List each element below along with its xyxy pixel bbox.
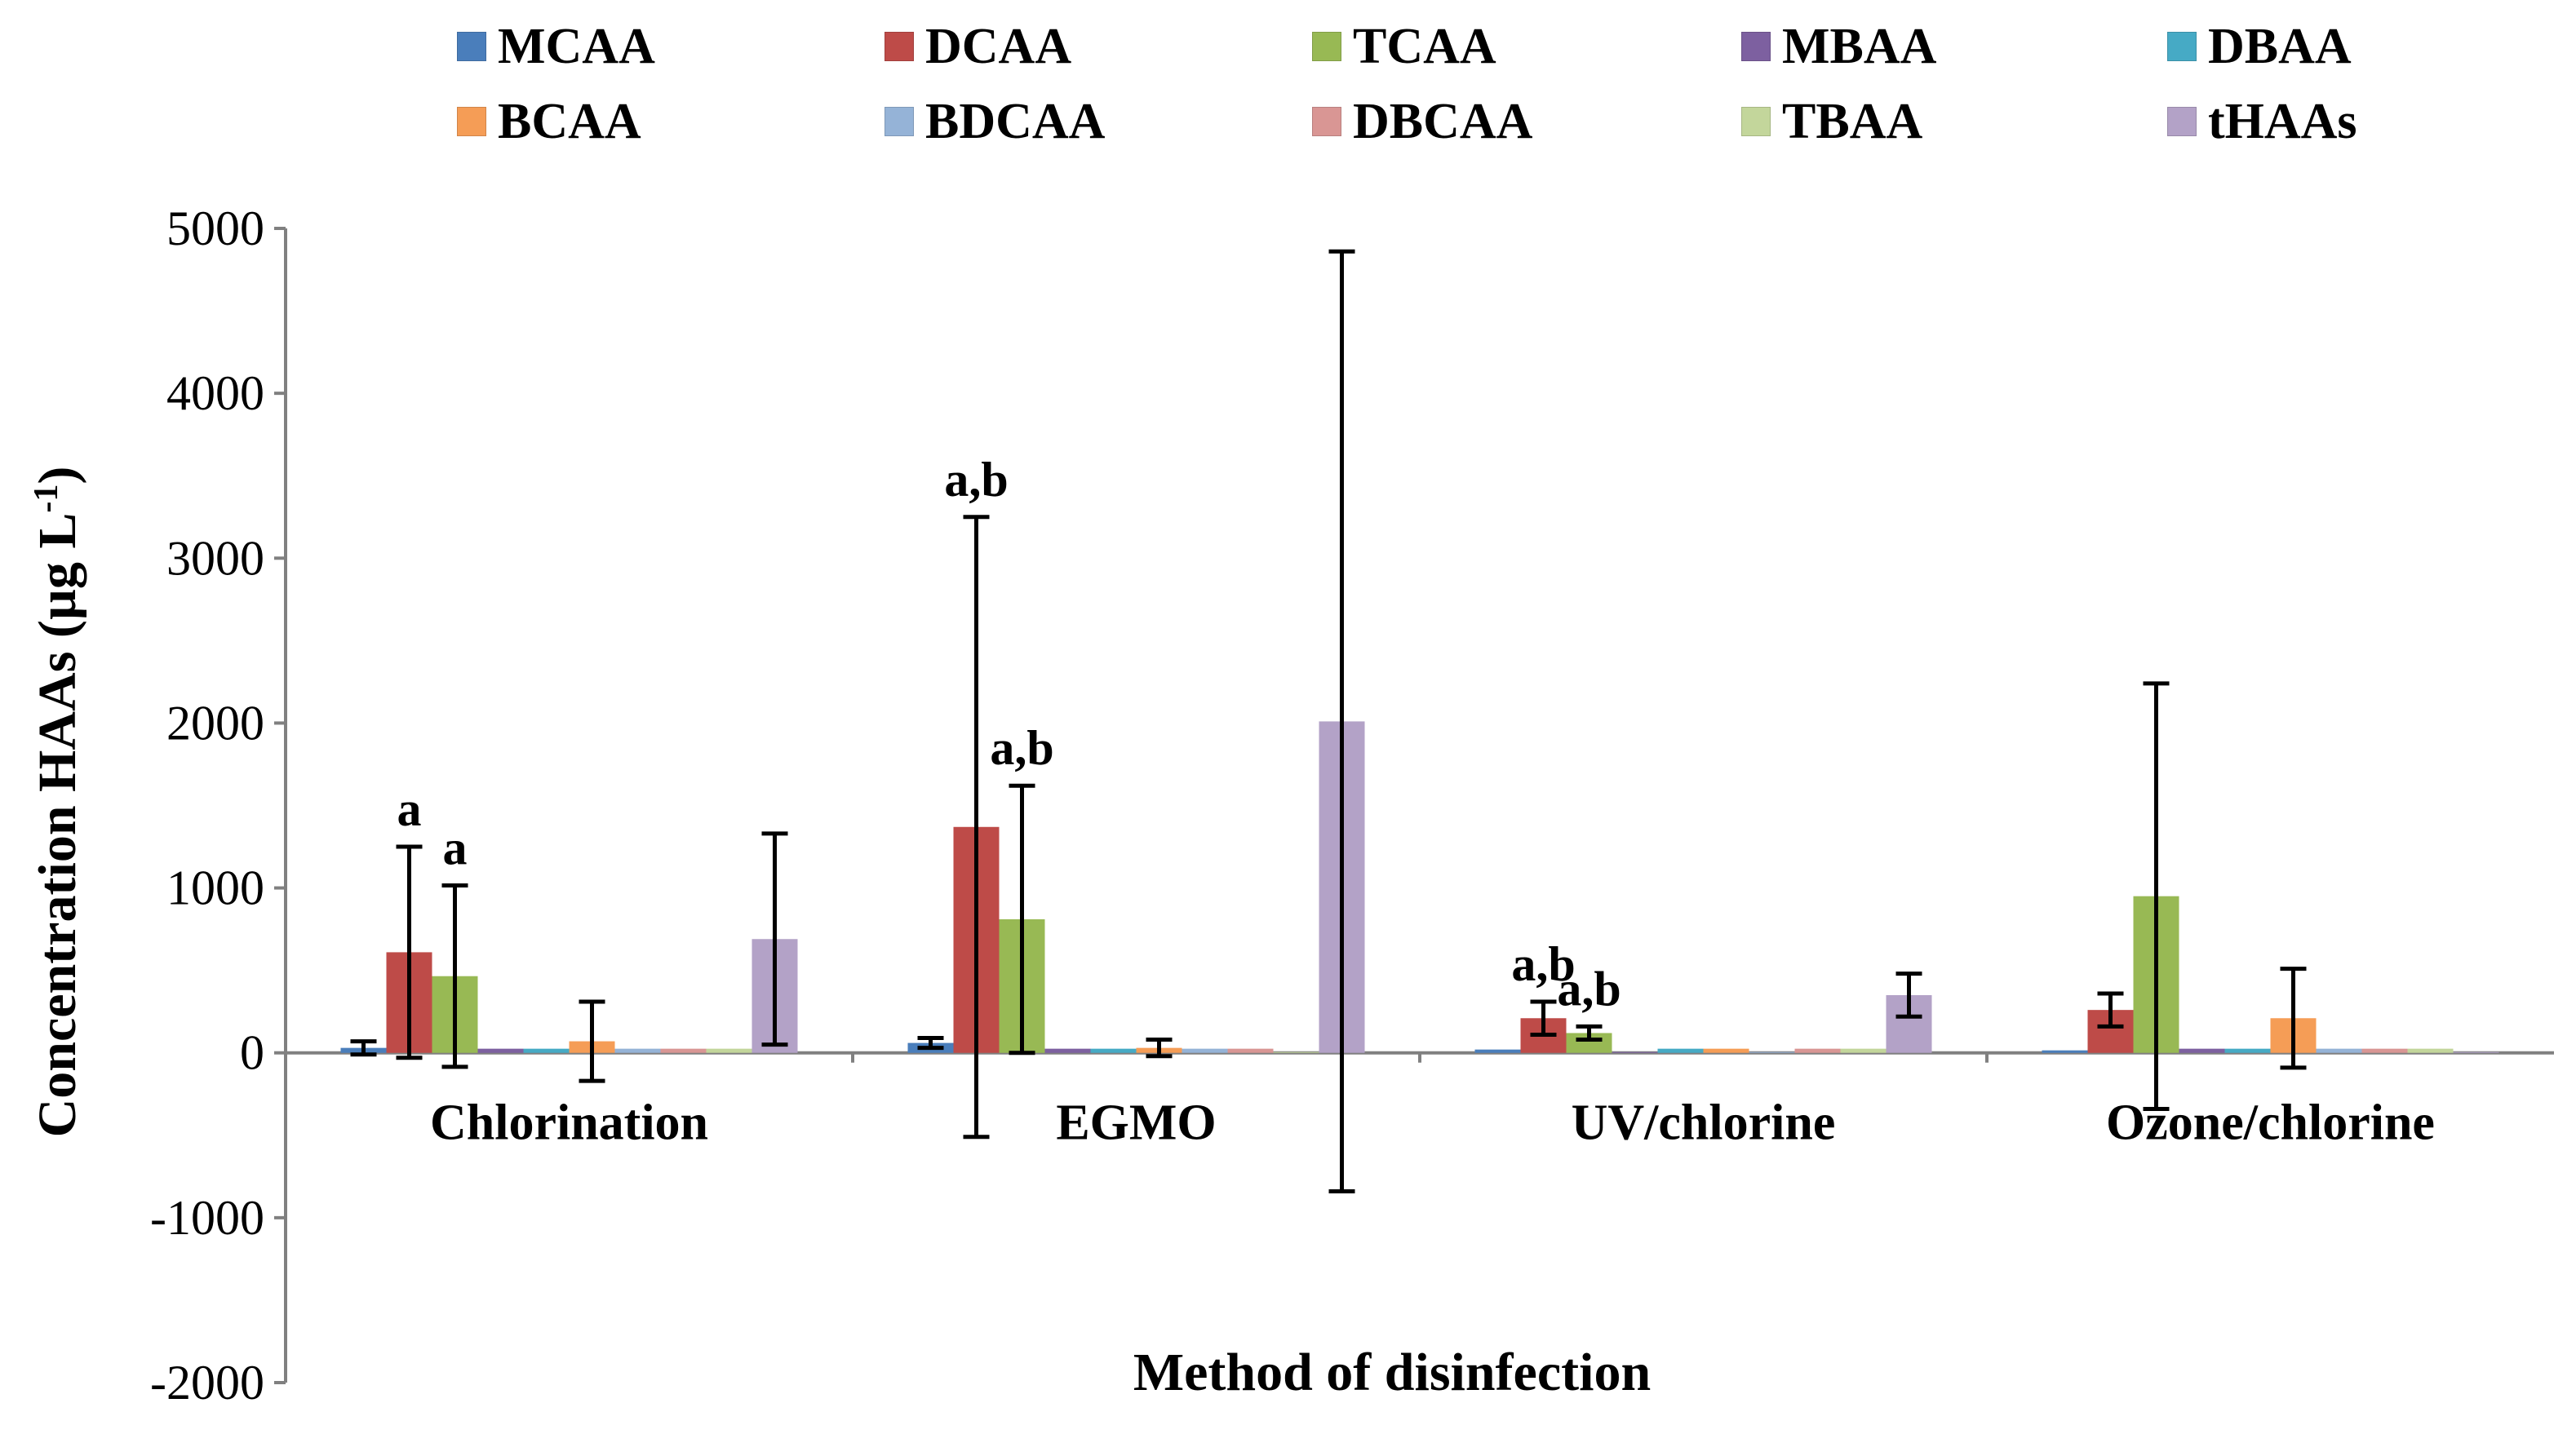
- legend-swatch: [1741, 107, 1771, 136]
- bar: [1044, 1048, 1091, 1053]
- error-bar: [2280, 967, 2307, 1070]
- legend-item: BDCAA: [885, 93, 1105, 150]
- chart-legend: MCAA DCAA TCAA MBAA DBAA BCAA BDCAA DBCAA TBAA tH…: [0, 0, 2576, 163]
- error-bar: [1576, 1024, 1603, 1042]
- y-tick-label: -1000: [150, 1191, 264, 1245]
- significance-annotation: a,b: [990, 721, 1053, 775]
- y-tick-label: 5000: [166, 201, 264, 255]
- y-tick-label: 0: [240, 1026, 264, 1080]
- bar: [2179, 1048, 2225, 1053]
- legend-label: BDCAA: [925, 93, 1106, 149]
- legend-swatch: [457, 32, 486, 61]
- error-bar: [1009, 783, 1035, 1056]
- error-bar: [441, 883, 468, 1069]
- bar: [523, 1048, 570, 1053]
- legend-label: MBAA: [1782, 18, 1937, 74]
- legend-label: DBCAA: [1353, 93, 1533, 149]
- error-bar: [917, 1036, 944, 1051]
- error-bar: [1146, 1038, 1173, 1059]
- legend-label: DBAA: [2208, 18, 2352, 74]
- bar: [2316, 1048, 2362, 1053]
- chart-annotations: aaa,ba,ba,ba,b: [397, 453, 1621, 1016]
- bar: [1474, 1049, 1521, 1053]
- error-bar: [1328, 249, 1355, 1194]
- bar: [1840, 1048, 1887, 1053]
- significance-annotation: a: [443, 821, 468, 875]
- legend-swatch: [457, 107, 486, 136]
- legend-item: MBAA: [1741, 18, 1936, 75]
- error-bar: [2097, 991, 2124, 1029]
- bar: [2361, 1048, 2408, 1053]
- legend-item: TBAA: [1741, 93, 1922, 150]
- bar: [706, 1048, 752, 1053]
- y-tick-label: 3000: [166, 531, 264, 585]
- legend-swatch: [2167, 107, 2197, 136]
- bar: [477, 1048, 524, 1053]
- error-bar: [396, 844, 423, 1060]
- bar: [1703, 1048, 1749, 1053]
- legend-item: tHAAs: [2167, 93, 2357, 150]
- bar: [1794, 1048, 1841, 1053]
- bar: [1273, 1051, 1319, 1053]
- x-tick-label: UV/chlorine: [1572, 1095, 1836, 1151]
- bar: [2453, 1051, 2499, 1053]
- legend-swatch: [1312, 107, 1341, 136]
- chart-bars: [340, 721, 2499, 1053]
- y-tick-label: 4000: [166, 366, 264, 420]
- y-axis-label: Concentration HAAs (µg L-1): [28, 467, 87, 1138]
- bar: [1090, 1048, 1137, 1053]
- legend-label: tHAAs: [2208, 93, 2357, 149]
- legend-label: TCAA: [1353, 18, 1496, 74]
- bar: [2407, 1048, 2454, 1053]
- bar: [1657, 1048, 1704, 1053]
- x-tick-label: EGMO: [1056, 1095, 1216, 1151]
- significance-annotation: a,b: [1511, 937, 1575, 991]
- x-tick-label: Chlorination: [430, 1095, 708, 1151]
- y-tick-label: 2000: [166, 696, 264, 750]
- y-axis-label-sup: -1: [28, 485, 65, 513]
- bar: [1749, 1051, 1795, 1053]
- significance-annotation: a: [397, 782, 422, 836]
- error-bar: [761, 831, 788, 1047]
- significance-annotation: a,b: [1557, 962, 1621, 1016]
- significance-annotation: a,b: [944, 453, 1008, 507]
- legend-item: DBCAA: [1312, 93, 1532, 150]
- legend-item: DCAA: [885, 18, 1071, 75]
- bar: [614, 1048, 661, 1053]
- legend-label: DCAA: [925, 18, 1072, 74]
- bar: [2224, 1048, 2271, 1053]
- y-tick-label: -2000: [150, 1356, 264, 1410]
- legend-swatch: [1312, 32, 1341, 61]
- error-bar: [963, 515, 990, 1140]
- x-tick-label: Ozone/chlorine: [2106, 1095, 2435, 1151]
- y-tick-label: 1000: [166, 861, 264, 915]
- legend-swatch: [885, 32, 914, 61]
- bar: [660, 1048, 707, 1053]
- bar: [1612, 1051, 1658, 1053]
- legend-item: TCAA: [1312, 18, 1496, 75]
- error-bar: [2143, 681, 2170, 1111]
- legend-swatch: [885, 107, 914, 136]
- y-axis-label-main: Concentration HAAs (µg L: [28, 513, 87, 1138]
- bar: [1182, 1048, 1228, 1053]
- legend-item: BCAA: [457, 93, 641, 150]
- error-bar: [1895, 971, 1922, 1019]
- error-bar: [1530, 999, 1557, 1037]
- error-bar: [579, 999, 605, 1083]
- legend-item: MCAA: [457, 18, 655, 75]
- x-axis-label: Method of disinfection: [1133, 1343, 1651, 1402]
- bar: [1227, 1048, 1274, 1053]
- legend-swatch: [1741, 32, 1771, 61]
- error-bar: [350, 1039, 377, 1057]
- legend-label: TBAA: [1782, 93, 1923, 149]
- y-axis-label-close: ): [28, 467, 87, 485]
- legend-label: MCAA: [498, 18, 655, 74]
- legend-label: BCAA: [498, 93, 641, 149]
- legend-item: DBAA: [2167, 18, 2352, 75]
- bar: [2042, 1050, 2088, 1053]
- chart-error-bars: [350, 249, 2307, 1194]
- legend-swatch: [2167, 32, 2197, 61]
